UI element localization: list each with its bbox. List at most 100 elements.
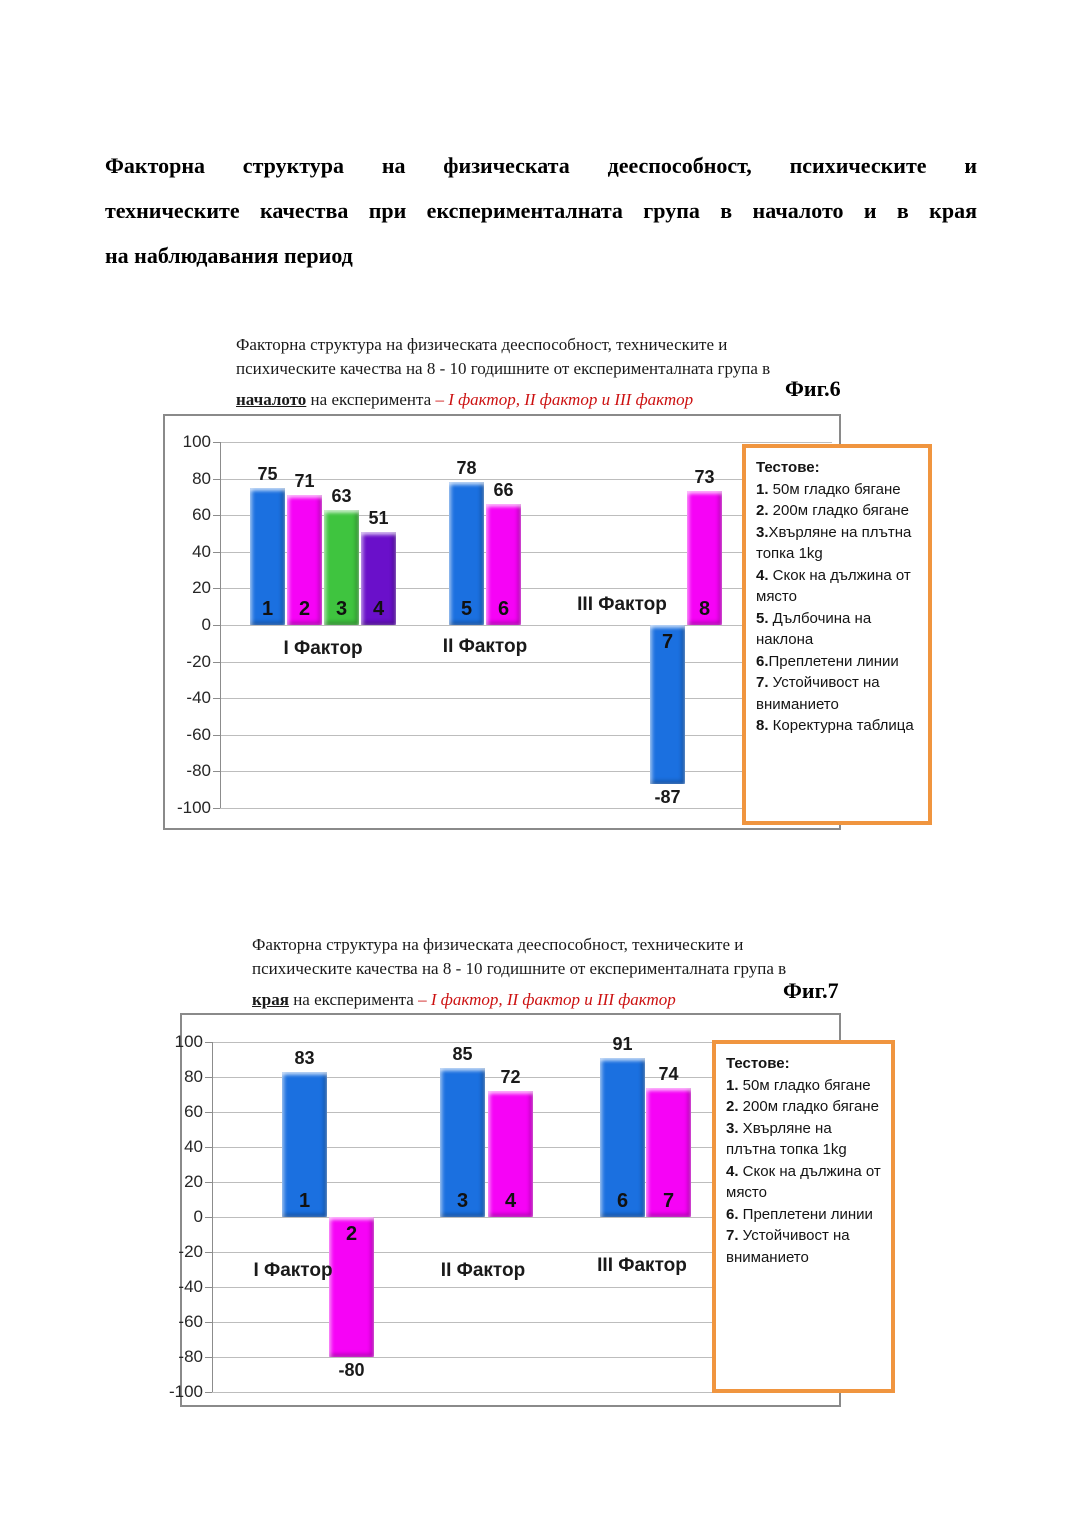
legend-item-number: 7. [726,1227,739,1244]
fig6-caption-red: – I фактор, II фактор и III фактор [435,390,694,409]
legend-item-number: 3. [756,523,769,541]
legend-item-text: Дълбочина на наклона [756,609,872,649]
gridline [220,661,832,663]
bar-number-label: 5 [460,597,473,620]
bar-value-label: 91 [612,1033,633,1054]
legend-item-text: Преплетени линии [738,1205,873,1223]
legend-item-text: 200м гладко бягане [738,1098,879,1115]
y-axis-tick [205,1182,212,1183]
legend-item-text: Коректурна таблица [768,717,914,734]
y-axis-label: 60 [192,505,211,525]
fig6-caption-line1: Факторна структура на физическата дееспо… [236,335,728,354]
document-title-line3: на наблюдавания период [105,243,353,268]
category-label: II Фактор [442,636,528,657]
legend-item-number: 4. [756,566,769,584]
legend-item-text: 200м гладко бягане [768,502,909,519]
fig6-chart: Тестове: 1. 50м гладко бягане 2. 200м гл… [163,414,932,830]
y-axis-label: -40 [186,688,211,708]
bar: 4 [488,1091,533,1217]
bar-value-label: 74 [658,1063,679,1084]
document-title: Факторна структура на физическата дееспо… [105,143,977,278]
legend-item: 7. Устойчивост на вниманието [756,672,918,715]
fig7-caption-underlined: края [252,990,289,1009]
legend-item-number: 7. [756,674,769,691]
bar-number-label: 7 [662,1190,675,1212]
bar-value-label: -87 [654,787,681,808]
fig7-caption-red: – I фактор, II фактор и III фактор [418,990,676,1009]
legend-item: 3. Хвърляне на плътна топка 1kg [726,1118,881,1161]
fig6-legend-title: Тестове: [756,459,820,476]
legend-item: 2. 200м гладко бягане [726,1096,881,1118]
bar: 4 [361,531,396,625]
y-axis-tick [205,1147,212,1148]
y-axis-tick [205,1042,212,1043]
y-axis-tick [213,478,220,480]
y-axis-label: -20 [186,651,211,671]
bar-value-label: 72 [500,1067,521,1087]
bar-number-label: 4 [372,597,385,620]
legend-item: 4. Скок на дължина от място [726,1161,881,1204]
legend-item-number: 4. [726,1162,739,1180]
fig7-legend-title: Тестове: [726,1055,790,1072]
y-axis-tick [213,625,220,626]
y-axis-label: 80 [184,1067,203,1086]
document-title-line2: техническите качества при експерименталн… [105,198,977,223]
gridline [220,588,832,590]
bar: 6 [486,504,521,625]
y-axis-label: 100 [182,432,211,451]
bar: 6 [600,1057,645,1217]
bar-value-label: 75 [257,463,278,484]
y-axis-line [212,1042,213,1392]
bar-number-label: 1 [261,598,274,620]
gridline [220,515,832,517]
y-axis-tick [205,1217,212,1218]
y-axis-label: -80 [186,761,211,781]
legend-item: 8. Коректурна таблица [756,715,918,737]
y-axis-tick [205,1077,212,1078]
legend-item: 2. 200м гладко бягане [756,500,918,522]
y-axis-label: -60 [186,724,211,744]
legend-item: 1. 50м гладко бягане [756,479,918,501]
y-axis-label: -40 [178,1277,203,1296]
y-axis-tick [213,698,220,700]
y-axis-line [220,442,221,808]
fig6-label: Фиг.6 [785,376,841,401]
bar: 7 [650,625,685,785]
y-axis-tick [205,1287,212,1288]
y-axis-tick [213,515,220,517]
gridline [212,1042,832,1043]
fig7-label: Фиг.7 [783,978,839,1003]
fig7-caption-line1: Факторна структура на физическата дееспо… [252,935,744,954]
gridline [212,1077,832,1078]
legend-item-number: 1. [756,480,769,498]
legend-item: 6.Преплетени линии [756,651,918,673]
y-axis-label: 0 [193,1207,203,1226]
bar-number-label: 6 [616,1190,629,1212]
fig6-caption-middle: на експеримента [306,390,436,409]
y-axis-label: 40 [192,541,211,561]
bar: 3 [324,509,359,625]
y-axis-tick [213,551,220,553]
document-title-line1: Факторна структура на физическата дееспо… [105,153,977,178]
fig6-caption: Факторна структура на физическата дееспо… [236,333,846,412]
bar-value-label: 71 [294,471,315,492]
legend-item-text: Преплетени линии [768,652,899,670]
y-axis-tick [205,1357,212,1358]
bar-number-label: 7 [661,631,674,653]
legend-item: 6. Преплетени линии [726,1204,881,1226]
bar-value-label: 78 [456,458,477,479]
y-axis-label: 0 [201,615,211,634]
bar-number-label: 6 [497,597,510,620]
bar-number-label: 2 [298,597,311,620]
bar-number-label: 8 [698,597,711,620]
bar: 8 [687,491,722,625]
legend-item-number: 3. [726,1119,739,1137]
y-axis-tick [213,771,220,773]
bar-value-label: 63 [331,485,352,506]
bar-number-label: 1 [298,1190,311,1212]
bar-value-label: 73 [694,467,715,488]
bar-value-label: 83 [294,1047,315,1068]
fig7-caption: Факторна структура на физическата дееспо… [252,933,862,1012]
category-label: III Фактор [597,1255,687,1276]
gridline [212,1252,832,1253]
